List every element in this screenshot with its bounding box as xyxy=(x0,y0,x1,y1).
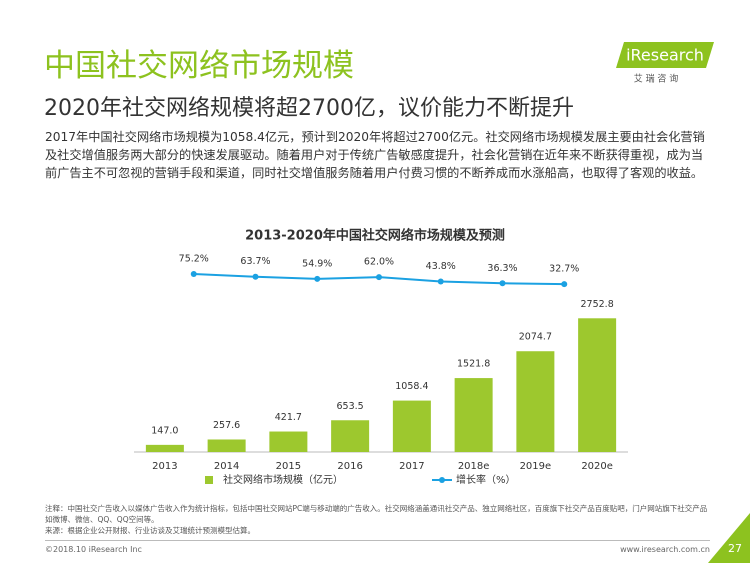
legend-swatch xyxy=(205,476,213,484)
bar-label: 1521.8 xyxy=(457,359,490,370)
bar-label: 1058.4 xyxy=(395,381,428,392)
bar xyxy=(145,444,184,452)
chart-title: 2013-2020年中国社交网络市场规模及预测 xyxy=(245,228,505,244)
bar-label: 257.6 xyxy=(213,420,240,431)
x-tick-label: 2018e xyxy=(458,461,490,472)
logo-tagline: 艾 瑞 咨 询 xyxy=(634,73,679,85)
x-tick-label: 2014 xyxy=(214,461,239,472)
x-tick-label: 2019e xyxy=(520,461,552,472)
page-number: 27 xyxy=(728,542,742,555)
copyright: ©2018.10 iResearch Inc xyxy=(45,545,142,554)
logo-name: iResearch xyxy=(626,46,704,65)
note: 来源：根据企业公开财报、行业访谈及艾瑞统计预测模型估算。 xyxy=(45,526,255,535)
notes: 注释：中国社交广告收入以媒体广告收入作为统计指标，包括中国社交网站PC端与移动端… xyxy=(45,503,710,536)
bar xyxy=(207,439,246,452)
bar xyxy=(516,351,555,452)
note: 注释：中国社交广告收入以媒体广告收入作为统计指标，包括中国社交网站PC端与移动端… xyxy=(45,504,708,524)
subtitle: 2020年社交网络规模将超2700亿，议价能力不断提升 xyxy=(44,96,574,121)
bar-label: 421.7 xyxy=(275,412,302,423)
growth-label: 43.8% xyxy=(426,261,456,272)
legend-label: 增长率（%） xyxy=(456,473,516,486)
x-tick-label: 2020e xyxy=(581,461,613,472)
growth-point xyxy=(437,278,444,285)
growth-point xyxy=(252,273,259,280)
growth-point xyxy=(314,275,321,282)
chart: 2013-2020年中国社交网络市场规模及预测 2013 2014 2015 2016 2… xyxy=(134,228,628,486)
bar-label: 2752.8 xyxy=(581,299,614,310)
x-tick-label: 2013 xyxy=(152,461,177,472)
logo-bg xyxy=(616,42,714,68)
corner-triangle xyxy=(708,513,750,563)
corner: 27 xyxy=(708,513,750,563)
bar xyxy=(269,431,308,452)
bar-label: 2074.7 xyxy=(519,332,552,343)
bar xyxy=(392,400,431,452)
growth-label: 36.3% xyxy=(487,263,517,274)
growth-point xyxy=(561,281,568,288)
growth-label: 75.2% xyxy=(179,253,209,264)
legend-label: 社交网络市场规模（亿元） xyxy=(223,473,343,486)
growth-label: 62.0% xyxy=(364,257,394,268)
url: www.iresearch.com.cn xyxy=(620,545,710,554)
growth-point xyxy=(499,280,506,287)
growth-point xyxy=(190,270,197,277)
growth-label: 54.9% xyxy=(302,258,332,269)
x-tick-label: 2015 xyxy=(276,461,301,472)
growth-point xyxy=(376,274,382,281)
logo: iResearch 艾 瑞 咨 询 xyxy=(616,42,714,85)
legend-dot xyxy=(439,477,445,483)
bar-label: 653.5 xyxy=(337,401,364,412)
bar xyxy=(331,420,370,452)
paragraph: 2017年中国社交网络市场规模为1058.4亿元，预计到2020年将超过2700… xyxy=(45,130,705,180)
bar xyxy=(454,378,493,452)
growth-label: 32.7% xyxy=(549,264,579,275)
footer-rule xyxy=(45,540,710,541)
x-tick-label: 2016 xyxy=(337,461,362,472)
bar xyxy=(578,318,617,452)
x-tick-label: 2017 xyxy=(399,461,424,472)
bar-label: 147.0 xyxy=(151,425,178,436)
title: 中国社交网络市场规模 xyxy=(44,48,354,84)
growth-label: 63.7% xyxy=(240,256,270,267)
